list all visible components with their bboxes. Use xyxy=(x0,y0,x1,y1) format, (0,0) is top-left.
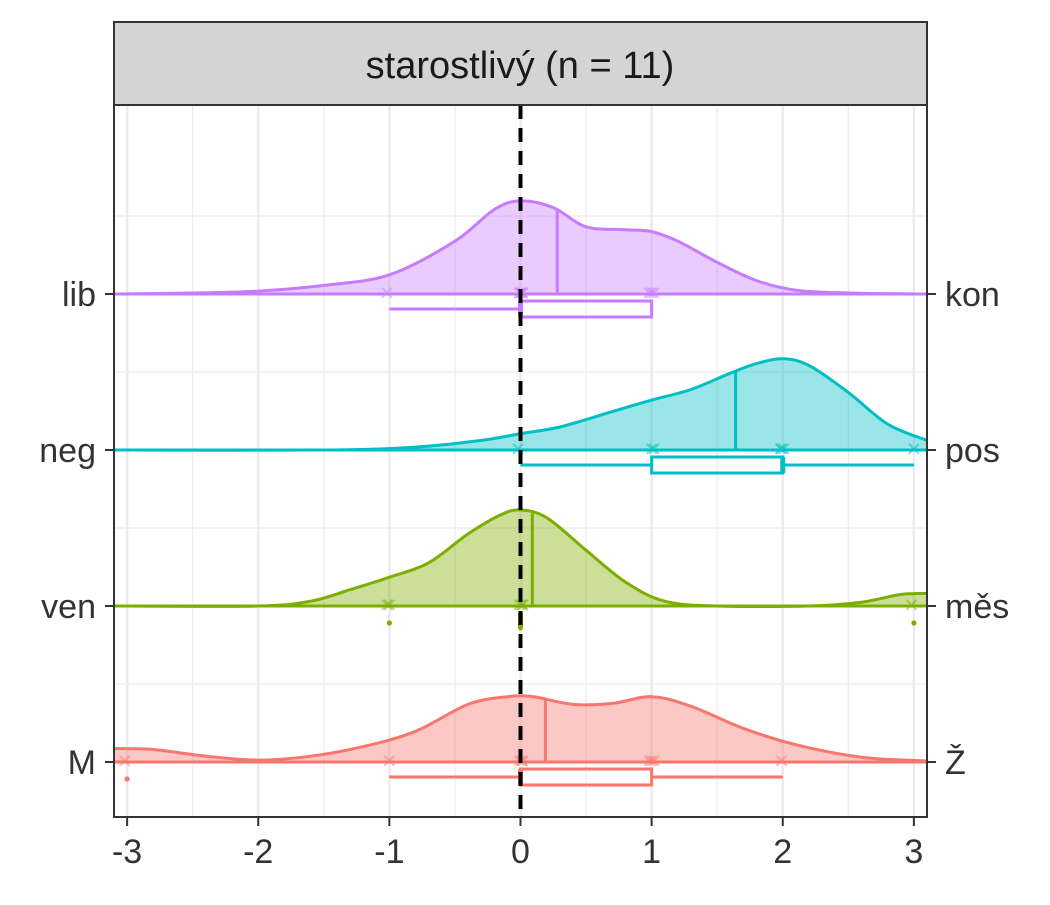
y-label-right: měs xyxy=(945,588,1009,626)
x-tick-label: -2 xyxy=(243,833,273,871)
x-tick-label: 2 xyxy=(773,833,792,871)
x-tick-label: 0 xyxy=(511,833,530,871)
y-label-left: neg xyxy=(39,432,96,470)
x-tick-label: -1 xyxy=(374,833,404,871)
x-tick-label: 3 xyxy=(904,833,923,871)
y-label-right: pos xyxy=(945,432,1000,470)
x-tick-label: 1 xyxy=(642,833,661,871)
y-label-left: ven xyxy=(41,588,96,626)
y-label-right: kon xyxy=(945,276,1000,314)
y-label-right: Ž xyxy=(945,744,966,782)
y-label-left: lib xyxy=(62,276,96,314)
x-tick-label: -3 xyxy=(112,833,142,871)
y-label-left: M xyxy=(68,744,96,782)
outlier-point xyxy=(387,620,392,625)
chart-title: starostlivý (n = 11) xyxy=(366,45,675,87)
outlier-point xyxy=(911,620,916,625)
outlier-point xyxy=(125,776,130,781)
